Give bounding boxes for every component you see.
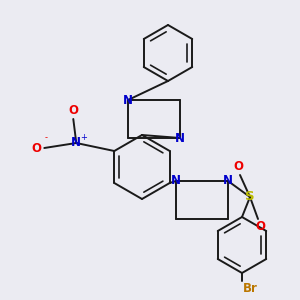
Text: Br: Br: [243, 283, 257, 296]
Text: +: +: [80, 133, 87, 142]
Text: N: N: [175, 131, 185, 145]
Text: O: O: [255, 220, 265, 233]
Text: O: O: [31, 142, 41, 154]
Text: N: N: [223, 175, 233, 188]
Text: -: -: [45, 134, 48, 142]
Text: S: S: [245, 190, 255, 203]
Text: N: N: [71, 136, 81, 149]
Text: N: N: [123, 94, 133, 106]
Text: O: O: [68, 104, 78, 118]
Text: O: O: [233, 160, 243, 173]
Text: N: N: [171, 175, 181, 188]
